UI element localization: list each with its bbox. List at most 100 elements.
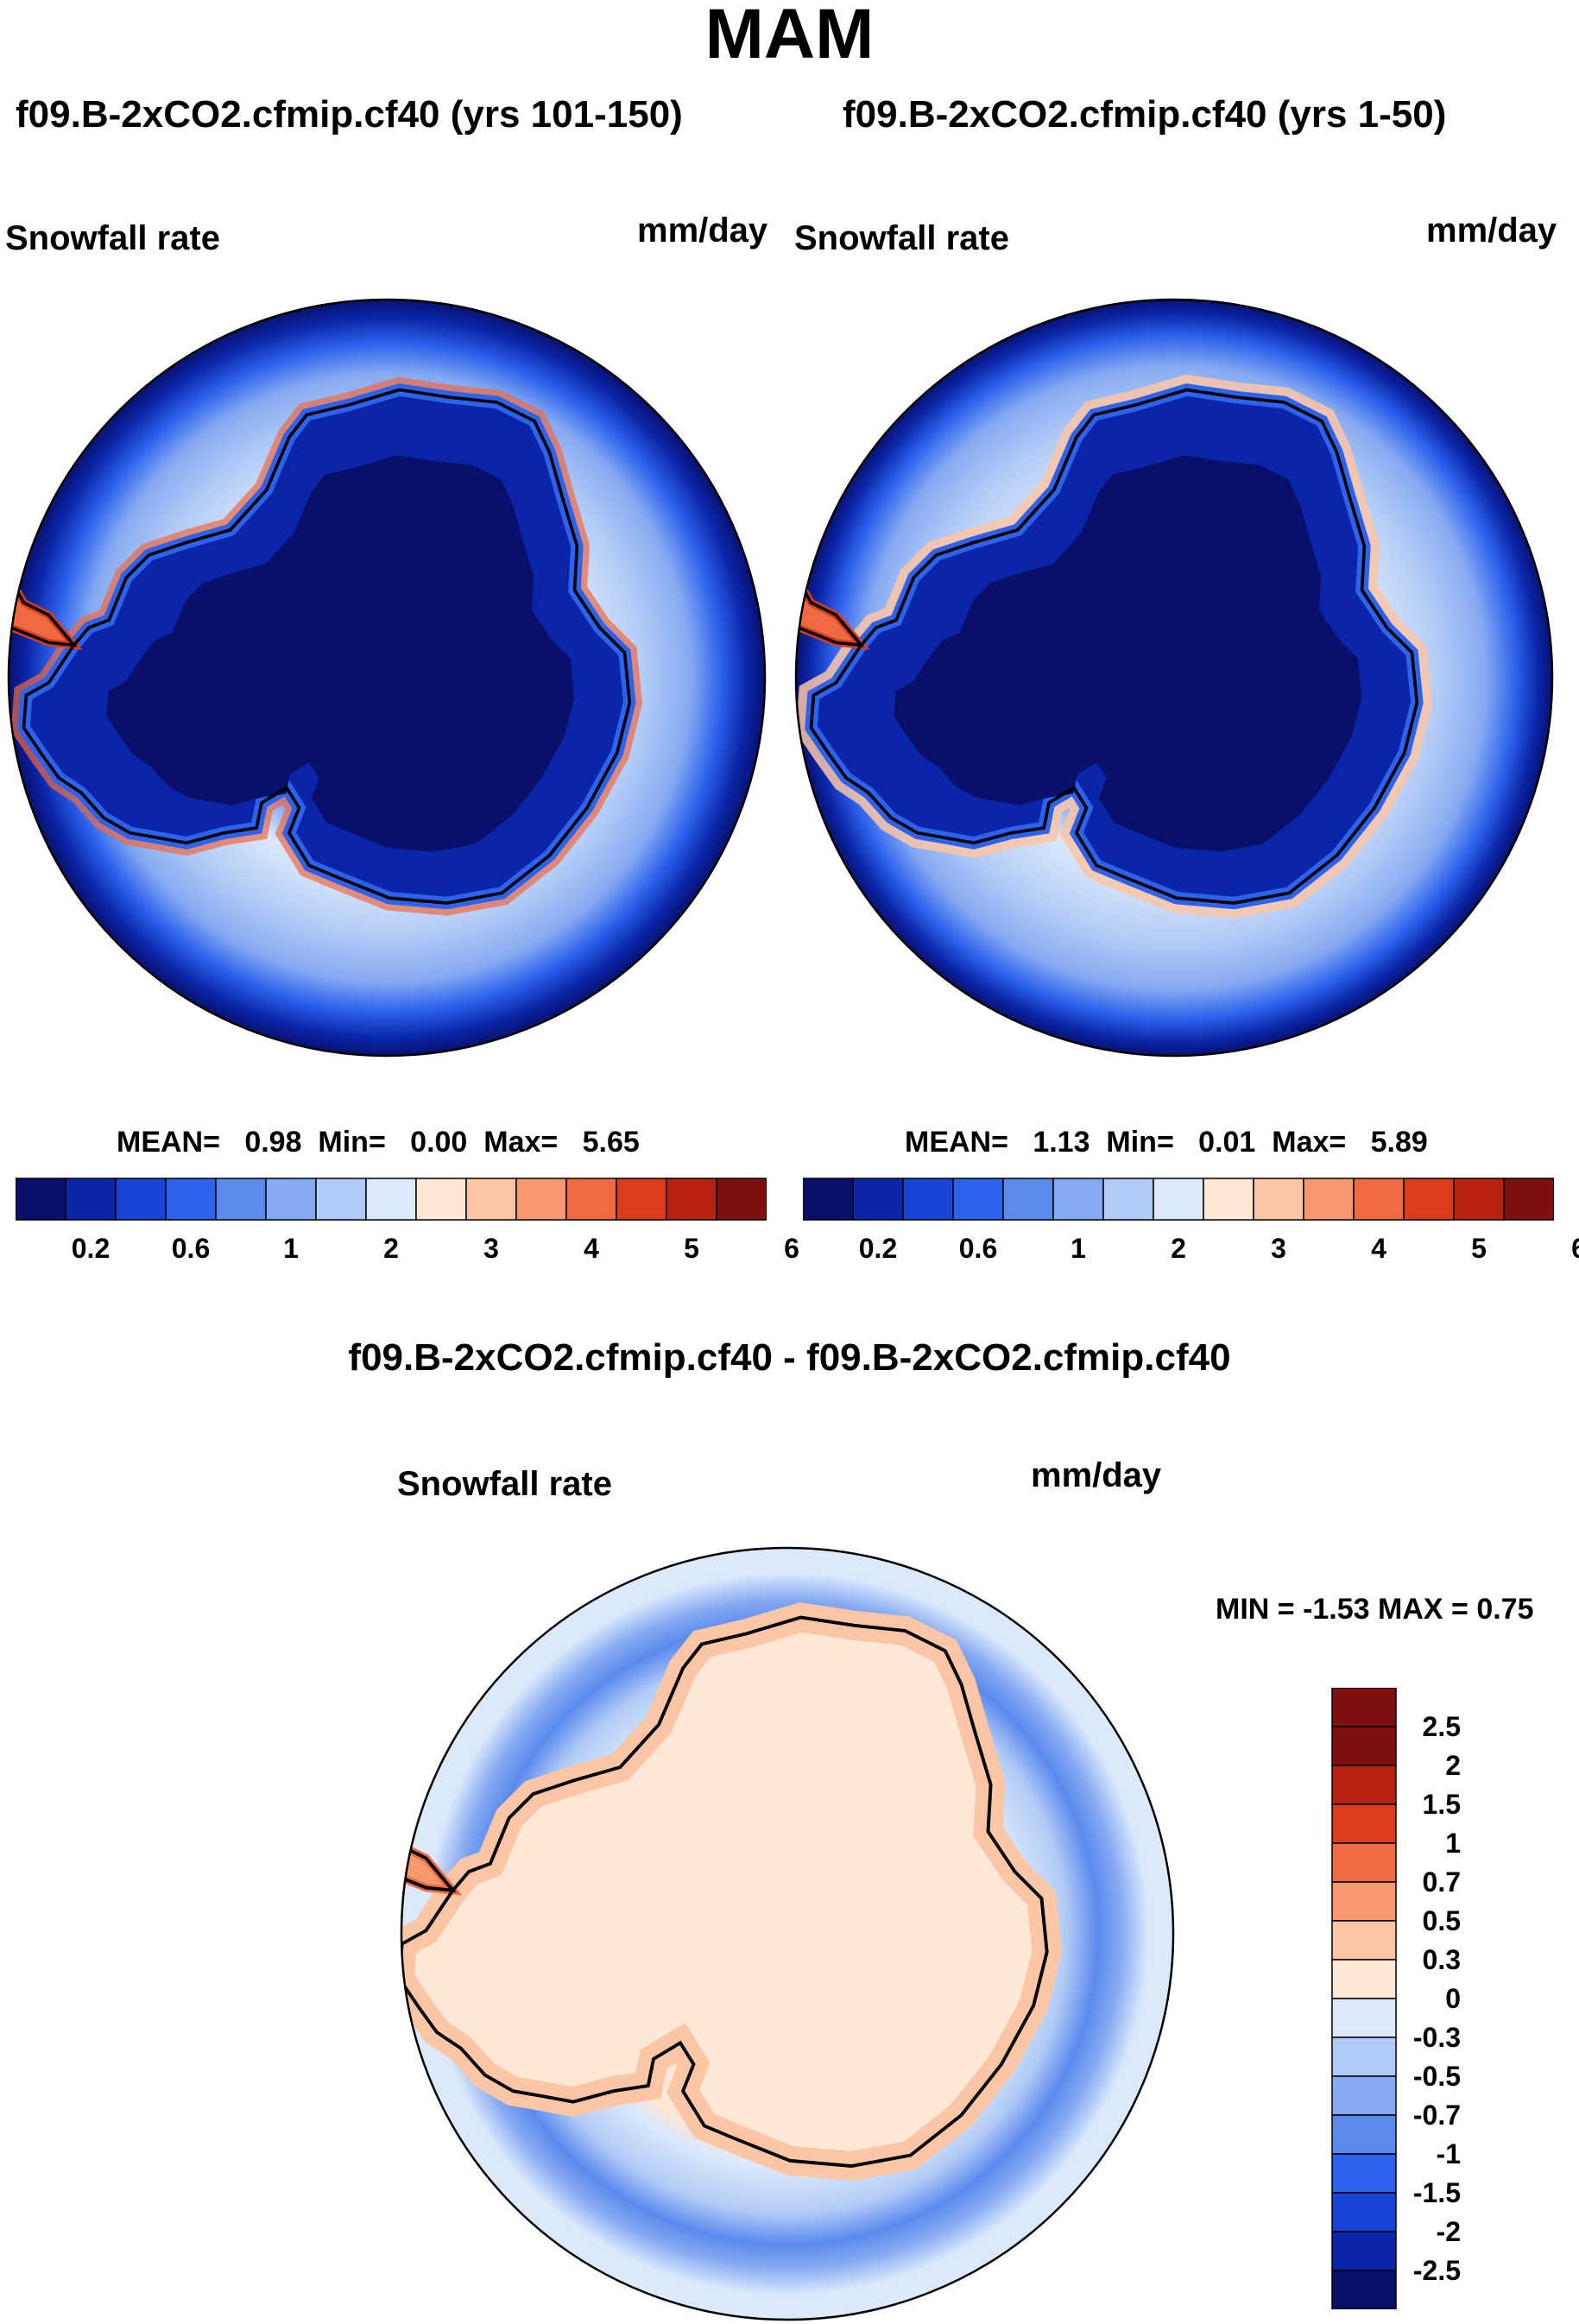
- panel-2-colorbar-tick-label: 5: [1471, 1233, 1487, 1264]
- panel-2-map: [794, 298, 1554, 1058]
- diff-colorbar-tick-label: -1.5: [1412, 2177, 1461, 2208]
- panel-2-colorbar-tick-label: 2: [1171, 1233, 1186, 1264]
- diff-colorbar-tick-label: -2.5: [1412, 2255, 1461, 2286]
- panel-1-map: [7, 298, 767, 1058]
- panel-1-colorbar-bin: [365, 1178, 417, 1221]
- diff-colorbar-bin: [1331, 1842, 1397, 1883]
- main-title: MAM: [704, 0, 875, 73]
- panel-2-colorbar-bin: [1453, 1178, 1505, 1221]
- diff-units: mm/day: [1031, 1456, 1162, 1494]
- diff-colorbar-bin: [1331, 2270, 1397, 2309]
- panel-2-min-label: Min=: [1106, 1126, 1174, 1159]
- panel-2-max: 5.89: [1370, 1126, 1428, 1159]
- diff-colorbar-tick-label: 0: [1445, 1983, 1461, 2014]
- panel-1-colorbar-tick-label: 2: [383, 1233, 399, 1264]
- panel-2-colorbar-bin: [952, 1178, 1004, 1221]
- panel-1-colorbar-bin: [165, 1178, 217, 1221]
- diff-colorbar-tick-label: 2.5: [1422, 1711, 1461, 1742]
- panel-2-colorbar-tick-label: 0.6: [958, 1233, 998, 1264]
- panel-2-variable: Snowfall rate: [794, 219, 1009, 257]
- diff-colorbar-bin: [1331, 2153, 1397, 2194]
- diff-colorbar-tick-label: 0.3: [1422, 1944, 1461, 1975]
- panel-1-colorbar-bin: [16, 1178, 66, 1221]
- panel-2-colorbar-bin: [1353, 1178, 1405, 1221]
- diff-colorbar-tick-label: -1: [1436, 2138, 1461, 2169]
- diff-colorbar-tick-label: 1: [1445, 1828, 1461, 1859]
- diff-map: [400, 1546, 1175, 2321]
- panel-1-colorbar-bin: [265, 1178, 317, 1221]
- diff-colorbar-bin: [1331, 2114, 1397, 2155]
- panel-2-colorbar-bin: [803, 1178, 854, 1221]
- diff-variable: Snowfall rate: [397, 1465, 612, 1503]
- panel-1-colorbar-tick-label: 6: [784, 1233, 799, 1264]
- panel-2-colorbar-tick-label: 6: [1571, 1233, 1579, 1264]
- panel-2-colorbar-bin: [1102, 1178, 1154, 1221]
- panel-2-colorbar-bin: [902, 1178, 954, 1221]
- diff-colorbar-tick-label: -0.3: [1412, 2022, 1461, 2053]
- panel-2-colorbar-bin: [1203, 1178, 1254, 1221]
- panel-1-colorbar-tick-label: 0.6: [171, 1233, 211, 1264]
- panel-2-colorbar-ticks: 0.2 0.6 1 2 3 4 5 6: [803, 1233, 1579, 1267]
- panel-1-colorbar-tick-label: 1: [283, 1233, 299, 1264]
- diff-colorbar-bin: [1331, 2037, 1397, 2077]
- panel-1-min: 0.00: [410, 1126, 468, 1159]
- panel-2-colorbar-bin: [1052, 1178, 1104, 1221]
- panel-2-colorbar-tick-label: 4: [1371, 1233, 1386, 1264]
- panel-2-title: f09.B-2xCO2.cfmip.cf40 (yrs 1-50): [843, 93, 1447, 136]
- diff-colorbar-tick-label: -0.7: [1412, 2100, 1461, 2131]
- panel-1-max: 5.65: [582, 1126, 640, 1159]
- panel-2-colorbar-bin: [1303, 1178, 1355, 1221]
- panel-2-colorbar-tick-label: 0.2: [858, 1233, 898, 1264]
- panel-1-colorbar-bin: [465, 1178, 517, 1221]
- panel-2-colorbar-bin: [1253, 1178, 1304, 1221]
- diff-minmax: MIN = -1.53 MAX = 0.75: [1216, 1593, 1534, 1626]
- panel-1-colorbar-bin: [565, 1178, 617, 1221]
- panel-2-colorbar-bin: [1002, 1178, 1054, 1221]
- diff-colorbar-tick-label: -2: [1436, 2216, 1461, 2247]
- panel-1-colorbar-bin: [716, 1178, 767, 1221]
- panel-2-mean: 1.13: [1033, 1126, 1090, 1159]
- panel-1-colorbar-tick-label: 5: [684, 1233, 699, 1264]
- panel-1-stats: MEAN= 0.98 Min= 0.00 Max= 5.65: [117, 1125, 640, 1159]
- diff-colorbar: [1331, 1688, 1397, 2309]
- diff-colorbar-bin: [1331, 1726, 1397, 1766]
- panel-2-max-label: Max=: [1272, 1126, 1347, 1159]
- diff-colorbar-bin: [1331, 1959, 1397, 1999]
- panel-1-colorbar-bin: [415, 1178, 467, 1221]
- diff-colorbar-tick-label: 0.5: [1422, 1905, 1461, 1936]
- diff-colorbar-bin: [1331, 1920, 1397, 1961]
- panel-2-mean-label: MEAN=: [905, 1126, 1008, 1159]
- diff-colorbar-tick-label: 0.7: [1422, 1866, 1461, 1898]
- panel-2-colorbar-bin: [1403, 1178, 1455, 1221]
- panel-1-max-label: Max=: [483, 1126, 559, 1159]
- panel-1-colorbar-bin: [515, 1178, 567, 1221]
- panel-1-mean-label: MEAN=: [117, 1126, 220, 1159]
- panel-1-title: f09.B-2xCO2.cfmip.cf40 (yrs 101-150): [16, 93, 683, 136]
- diff-map-border: [400, 1546, 1175, 2321]
- panel-1-min-label: Min=: [318, 1126, 386, 1159]
- panel-2-colorbar-tick-label: 3: [1271, 1233, 1286, 1264]
- diff-colorbar-bin: [1331, 2192, 1397, 2232]
- panel-2-colorbar-tick-label: 1: [1071, 1233, 1086, 1264]
- panel-1-colorbar-bin: [315, 1178, 367, 1221]
- panel-2-stats: MEAN= 1.13 Min= 0.01 Max= 5.89: [905, 1125, 1428, 1159]
- diff-colorbar-tick-label: -0.5: [1412, 2061, 1461, 2092]
- panel-1-colorbar-bin: [666, 1178, 717, 1221]
- panel-2-colorbar-bin: [1153, 1178, 1204, 1221]
- diff-colorbar-bin: [1331, 1881, 1397, 1922]
- panel-2-colorbar-bin: [1503, 1178, 1554, 1221]
- panel-1-colorbar-bin: [616, 1178, 667, 1221]
- diff-colorbar-tick-label: 2: [1445, 1750, 1461, 1781]
- panel-1-variable: Snowfall rate: [5, 219, 220, 257]
- diff-colorbar-bin: [1331, 1688, 1397, 1727]
- panel-2-units: mm/day: [1426, 212, 1557, 249]
- diff-colorbar-tick-label: 1.5: [1422, 1789, 1461, 1820]
- diff-colorbar-bin: [1331, 1998, 1397, 2038]
- panel-2-colorbar-bin: [852, 1178, 904, 1221]
- panel-1-colorbar-tick-label: 4: [584, 1233, 599, 1264]
- panel-1-colorbar-tick-label: 3: [483, 1233, 499, 1264]
- diff-colorbar-bin: [1331, 1803, 1397, 1844]
- diff-colorbar-ticks: 2.5 2 1.5 1 0.7 0.5 0.3 0 -0.3 -0.5 -0.7 -1 -1.5 -2 -2…: [1409, 1688, 1513, 2309]
- panel-2-min: 0.01: [1198, 1126, 1256, 1159]
- panel-2-colorbar: [803, 1178, 1554, 1221]
